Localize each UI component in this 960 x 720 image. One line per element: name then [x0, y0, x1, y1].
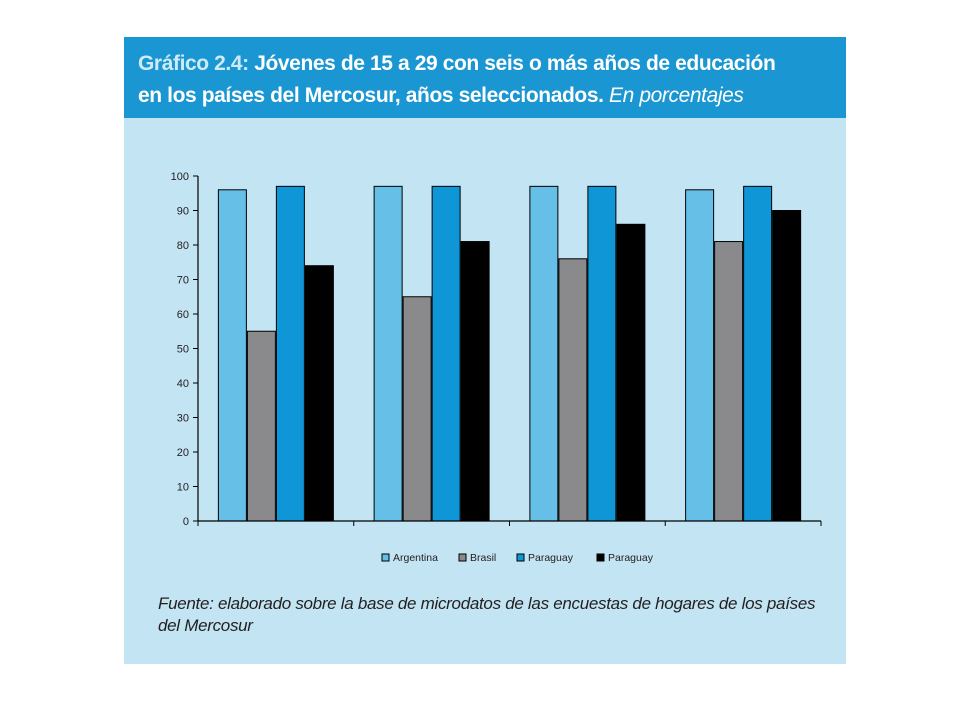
bar-series-4-group-1 [304, 265, 334, 522]
bars-layer [217, 185, 802, 522]
bar-series-2-group-4 [714, 241, 744, 522]
bar-series-1-group-4 [685, 189, 715, 522]
legend-label-2: Brasil [470, 552, 496, 564]
y-tick-label-50: 50 [177, 344, 189, 356]
bar-series-4-group-3 [616, 223, 646, 522]
bar-series-4-group-2 [460, 241, 490, 522]
legend-label-1: Argentina [393, 552, 438, 564]
bar-series-3-group-1 [275, 185, 305, 522]
y-tick-label-90: 90 [177, 206, 189, 218]
title-main-2: en los países del Mercosur, años selecci… [138, 84, 604, 107]
bar-series-3-group-4 [743, 185, 773, 522]
bar-series-1-group-3 [529, 185, 559, 522]
y-tick-label-60: 60 [177, 309, 189, 321]
y-tick-label-100: 100 [171, 171, 189, 183]
legend-label-3: Paraguay [528, 552, 574, 564]
bar-series-3-group-2 [431, 185, 461, 522]
title-bar: Gráfico 2.4: Jóvenes de 15 a 29 con seis… [124, 37, 846, 118]
y-tick-label-70: 70 [177, 275, 189, 287]
legend-swatch-2 [458, 553, 467, 562]
title-line-2: en los países del Mercosur, años selecci… [138, 80, 846, 112]
legend-label-4: Paraguay [608, 552, 654, 564]
legend-swatch-1 [381, 553, 390, 562]
title-main: Jóvenes de 15 a 29 con seis o más años d… [254, 52, 776, 75]
y-tick-label-40: 40 [177, 378, 189, 390]
y-tick-label-80: 80 [177, 240, 189, 252]
y-tick-label-20: 20 [177, 447, 189, 459]
bar-series-3-group-3 [587, 185, 617, 522]
source-note: Fuente: elaborado sobre la base de micro… [158, 594, 816, 635]
bar-series-1-group-1 [217, 189, 247, 522]
legend-swatch-4 [596, 553, 605, 562]
legend: Argentina Brasil Paraguay Paraguay [381, 552, 654, 564]
figure-number: Gráfico 2.4: [138, 52, 249, 75]
title-units: En porcentajes [609, 84, 744, 107]
y-tick-label-10: 10 [177, 482, 189, 494]
bar-series-1-group-2 [373, 185, 403, 522]
bar-chart: 0 10 20 30 40 50 60 70 80 90 100 Argentina Brasil Pa… [171, 171, 822, 564]
bar-series-2-group-1 [246, 330, 276, 522]
y-tick-label-0: 0 [183, 516, 189, 528]
axes-layer: 0 10 20 30 40 50 60 70 80 90 100 [171, 171, 822, 528]
legend-swatch-3 [516, 553, 525, 562]
title-line-1: Gráfico 2.4: Jóvenes de 15 a 29 con seis… [138, 48, 846, 80]
chart-figure: Gráfico 2.4: Jóvenes de 15 a 29 con seis… [124, 37, 846, 664]
bar-series-4-group-4 [772, 210, 802, 522]
bar-series-2-group-3 [558, 258, 588, 522]
y-tick-label-30: 30 [177, 413, 189, 425]
bar-series-2-group-2 [402, 296, 432, 522]
